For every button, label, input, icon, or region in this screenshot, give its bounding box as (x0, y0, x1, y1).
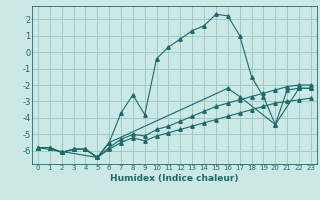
X-axis label: Humidex (Indice chaleur): Humidex (Indice chaleur) (110, 174, 239, 183)
